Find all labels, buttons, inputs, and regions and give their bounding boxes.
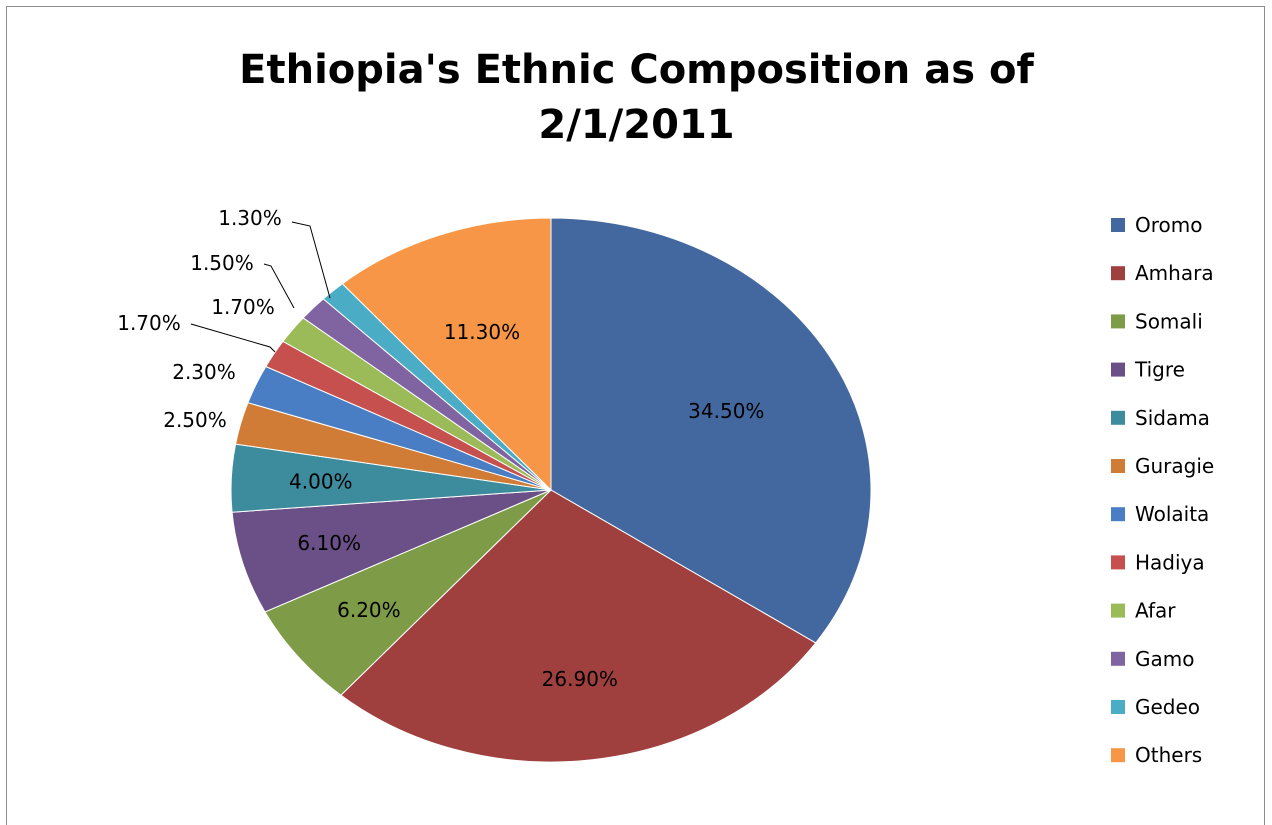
legend-swatch-somali <box>1111 314 1125 329</box>
legend-label-somali: Somali <box>1135 309 1203 333</box>
data-label-gedeo: 1.30% <box>218 206 282 230</box>
legend-label-guragie: Guragie <box>1135 454 1214 478</box>
data-labels: 34.50% 26.90% 6.20% 6.10% 4.00% 2.50% 2.30% 1.7… <box>117 206 764 691</box>
legend-label-gamo: Gamo <box>1135 647 1194 671</box>
legend-label-tigre: Tigre <box>1134 358 1185 382</box>
data-label-oromo: 34.50% <box>688 399 764 423</box>
legend-swatch-wolaita <box>1111 507 1125 522</box>
pie-slice-tigre <box>231 489 552 613</box>
leader-line-gedeo <box>291 221 331 299</box>
data-label-tigre: 6.10% <box>297 531 361 555</box>
legend-label-gedeo: Gedeo <box>1135 695 1200 719</box>
chart-title: Ethiopia's Ethnic Composition as of 2/1/… <box>7 43 1266 153</box>
legend-swatch-amhara <box>1111 266 1125 281</box>
legend-swatch-gamo <box>1111 651 1125 666</box>
leader-line-hadiya <box>190 323 276 353</box>
legend-swatch-guragie <box>1111 459 1125 473</box>
pie-slice-amhara <box>340 489 817 763</box>
legend-swatch-oromo <box>1111 218 1125 232</box>
data-label-hadiya: 1.70% <box>117 311 181 335</box>
pie-slices <box>230 217 872 763</box>
leader-line-gamo <box>263 263 295 309</box>
legend-swatch-hadiya <box>1111 555 1125 570</box>
legend-swatch-others <box>1111 748 1125 763</box>
legend-label-afar: Afar <box>1135 599 1176 623</box>
legend-swatch-sidama <box>1111 410 1125 425</box>
legend-swatch-tigre <box>1111 362 1125 377</box>
data-label-wolaita: 2.30% <box>172 360 236 384</box>
data-label-sidama: 4.00% <box>289 469 353 493</box>
legend-swatch-afar <box>1111 603 1125 618</box>
legend-label-amhara: Amhara <box>1135 261 1214 285</box>
legend-label-wolaita: Wolaita <box>1135 502 1209 526</box>
chart-title-line-2: 2/1/2011 <box>538 102 735 148</box>
chart-title-line-1: Ethiopia's Ethnic Composition as of <box>239 47 1034 93</box>
legend-label-others: Others <box>1135 743 1202 767</box>
legend-label-oromo: Oromo <box>1135 213 1202 237</box>
pie-slice-oromo <box>550 217 872 644</box>
data-label-guragie: 2.50% <box>163 408 227 432</box>
data-label-others: 11.30% <box>444 320 520 344</box>
pie-slice-others <box>341 217 552 492</box>
legend-label-sidama: Sidama <box>1135 406 1210 430</box>
pie-slice-somali <box>264 489 552 696</box>
legend: Oromo Amhara Somali Tigre Sidama Guragie Wolai… <box>1111 213 1214 767</box>
data-label-amhara: 26.90% <box>542 667 618 691</box>
data-label-gamo: 1.50% <box>190 251 254 275</box>
legend-label-hadiya: Hadiya <box>1135 550 1205 574</box>
data-label-afar: 1.70% <box>211 295 275 319</box>
data-label-somali: 6.20% <box>337 598 401 622</box>
label-leader-lines <box>190 221 331 353</box>
legend-swatch-gedeo <box>1111 700 1125 714</box>
